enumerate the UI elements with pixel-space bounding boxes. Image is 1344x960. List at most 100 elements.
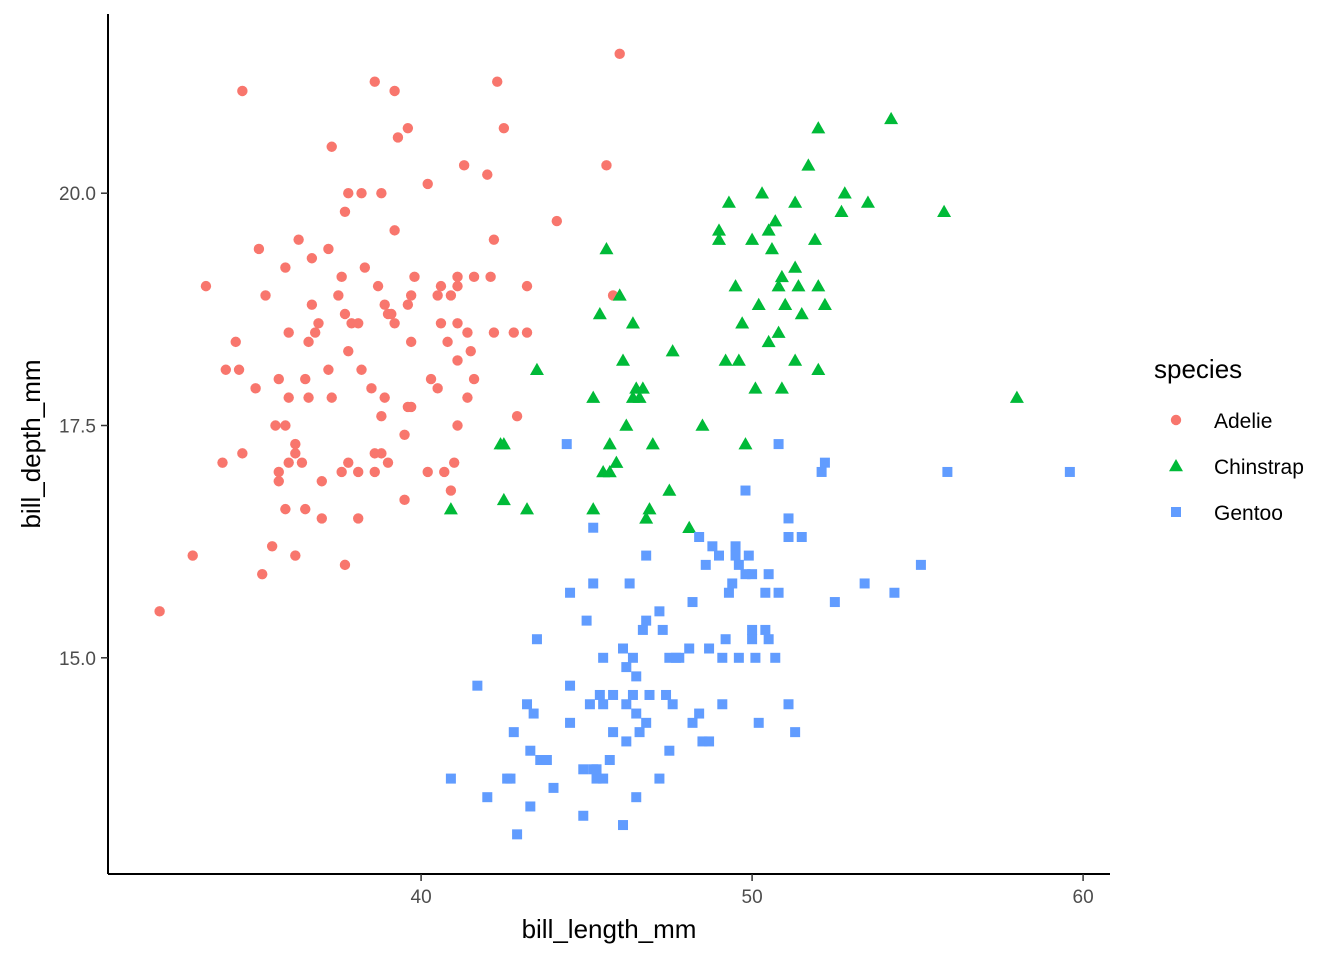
gentoo-point (541, 755, 552, 766)
adelie-point (353, 466, 364, 478)
gentoo-point (915, 559, 926, 570)
adelie-point (250, 383, 261, 394)
gentoo-point (621, 699, 632, 710)
adelie-point (452, 318, 463, 329)
adelie-point (435, 280, 447, 292)
gentoo-point (687, 717, 698, 728)
gentoo-point (700, 559, 711, 570)
adelie-point (303, 336, 314, 348)
adelie-point (283, 392, 294, 403)
gentoo-point (684, 643, 695, 654)
gentoo-point (578, 764, 589, 775)
gentoo-point (631, 671, 642, 682)
gentoo-point (664, 745, 675, 756)
adelie-point (601, 160, 612, 171)
chinstrap-point (774, 381, 789, 394)
adelie-point (326, 141, 337, 152)
adelie-point (353, 513, 364, 524)
adelie-point (452, 355, 463, 366)
gentoo-point (644, 689, 655, 700)
gentoo-point (531, 634, 542, 645)
gentoo-point (819, 457, 830, 468)
gentoo-point (637, 624, 648, 635)
gentoo-point (631, 792, 642, 803)
gentoo-point (714, 550, 724, 561)
adelie-point (521, 280, 533, 292)
adelie-point (482, 169, 493, 180)
gentoo-point (641, 615, 652, 626)
adelie-point (293, 234, 304, 245)
chinstrap-point (801, 158, 816, 171)
y-tick-label: 17.5 (59, 417, 96, 438)
chinstrap-point (761, 334, 776, 348)
chinstrap-point (731, 353, 746, 366)
legend-key-chinstrap (1169, 459, 1183, 472)
chinstrap-point (602, 437, 617, 450)
chinstrap-point (811, 279, 826, 292)
chinstrap-point (635, 381, 650, 394)
chinstrap-point (817, 297, 832, 310)
chinstrap-point (811, 362, 826, 375)
adelie-point (257, 568, 268, 580)
adelie-point (376, 188, 387, 199)
gentoo-point (618, 820, 629, 831)
chinstrap-point (837, 186, 852, 199)
chinstrap-point (586, 390, 601, 403)
legend-key-gentoo (1171, 507, 1181, 517)
adelie-point (392, 132, 404, 143)
adelie-point (283, 457, 294, 468)
gentoo-point (753, 717, 764, 728)
legend-label-chinstrap: Chinstrap (1214, 456, 1304, 479)
gentoo-point (747, 634, 758, 645)
chinstrap-point (788, 353, 803, 366)
gentoo-point (730, 550, 741, 561)
adelie-point (399, 494, 410, 506)
gentoo-point (535, 755, 546, 766)
gentoo-point (720, 634, 731, 645)
chinstrap-point (791, 279, 806, 292)
legend-title: species (1154, 354, 1242, 384)
gentoo-point (704, 736, 715, 747)
chinstrap-point (794, 306, 809, 320)
adelie-point (409, 271, 420, 283)
adelie-point (333, 290, 344, 301)
adelie-point (359, 262, 371, 273)
chinstrap-point (721, 195, 736, 208)
gentoo-point (608, 689, 619, 700)
chinstrap-point (645, 437, 660, 450)
adelie-point (442, 336, 453, 348)
adelie-point (405, 290, 417, 301)
adelie-point (492, 76, 503, 87)
gentoo-point (631, 708, 642, 719)
gentoo-point (565, 680, 576, 691)
gentoo-point (654, 606, 665, 617)
chinstrap-point (712, 223, 726, 236)
adelie-point (376, 448, 387, 459)
adelie-point (290, 550, 301, 561)
chinstrap-point (764, 241, 779, 255)
gentoo-point (760, 587, 771, 598)
gentoo-point (654, 773, 665, 784)
adelie-point (452, 420, 463, 431)
adelie-point (343, 345, 354, 357)
x-axis-title: bill_length_mm (522, 914, 697, 944)
gentoo-point (783, 532, 794, 543)
chinstrap-point (728, 279, 743, 292)
chinstrap-point (860, 195, 875, 208)
gentoo-point (750, 652, 761, 663)
adelie-point (300, 373, 311, 385)
chinstrap-point (632, 390, 647, 403)
adelie-point (511, 411, 523, 422)
gentoo-point (548, 782, 559, 793)
gentoo-point (694, 708, 705, 719)
chinstrap-point (642, 502, 657, 515)
adelie-point (614, 48, 625, 60)
gentoo-point (661, 689, 672, 700)
gentoo-point (783, 699, 794, 710)
adelie-point (200, 280, 212, 292)
points-layer (154, 48, 1075, 840)
chinstrap-point (735, 316, 750, 329)
adelie-point (187, 550, 198, 561)
adelie-point (230, 336, 241, 348)
gentoo-point (1064, 466, 1075, 477)
